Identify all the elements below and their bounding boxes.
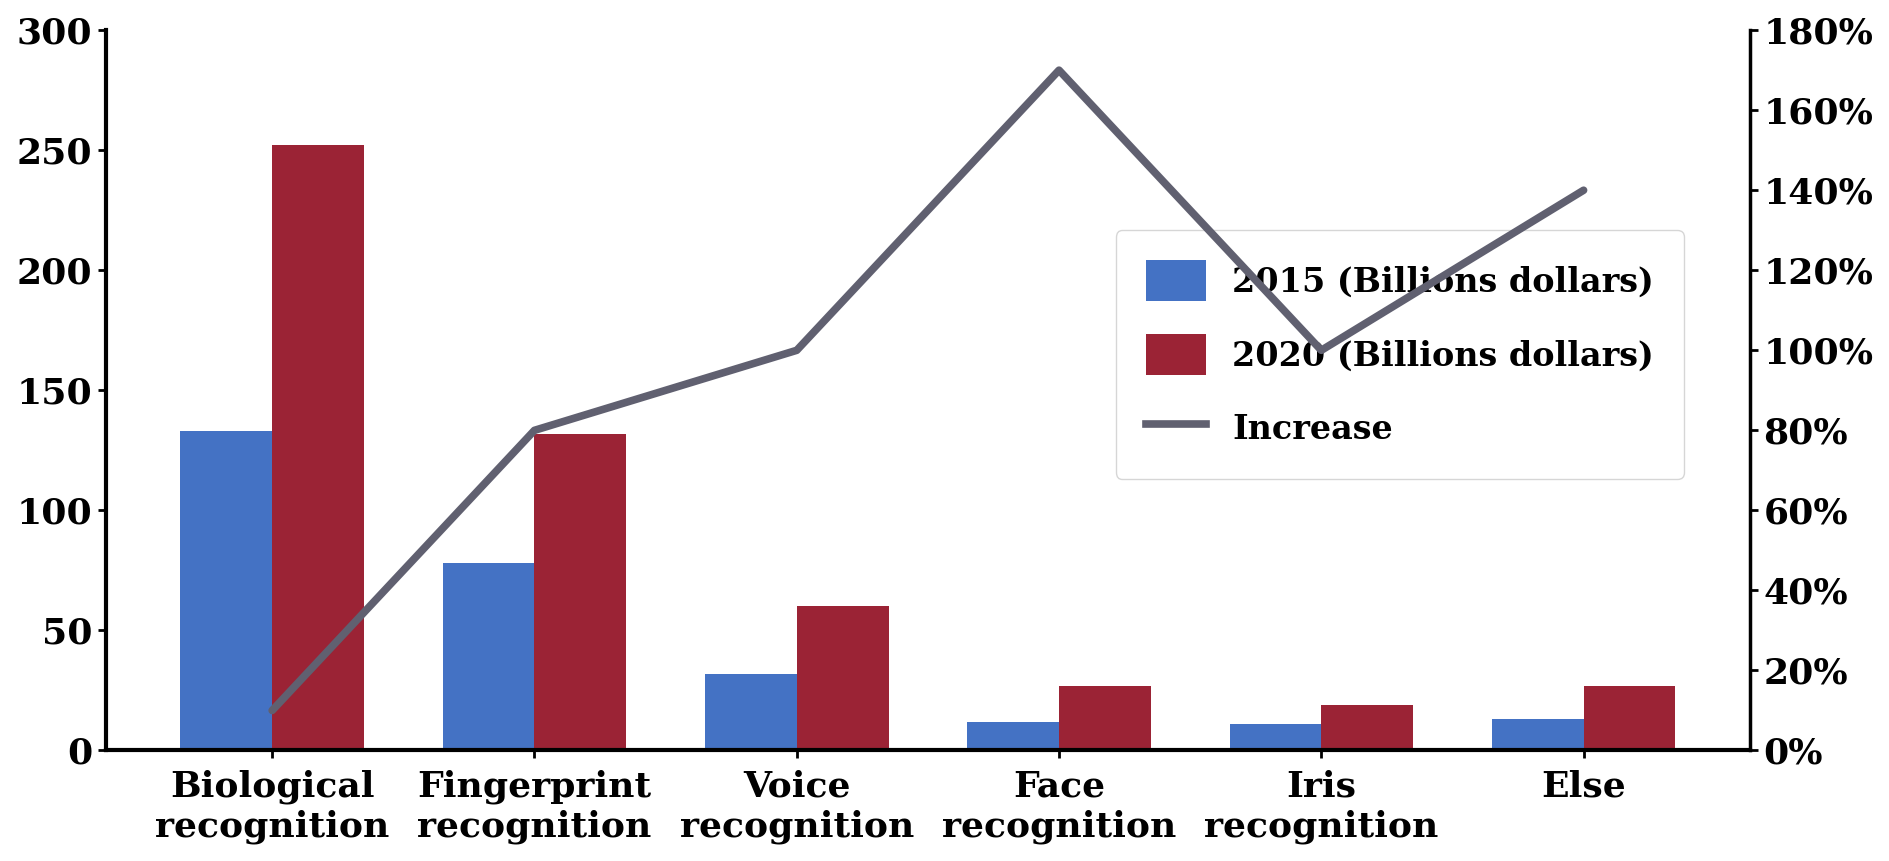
Bar	[272, 146, 365, 751]
Bar	[1490, 719, 1583, 751]
Bar	[1230, 724, 1320, 751]
Bar	[1058, 685, 1150, 751]
Bar	[179, 431, 272, 751]
Bar	[1583, 685, 1674, 751]
Bar	[705, 673, 797, 751]
Bar	[797, 606, 888, 751]
Bar	[535, 434, 625, 751]
Bar	[967, 722, 1058, 751]
Legend: 2015 (Billions dollars), 2020 (Billions dollars), Increase: 2015 (Billions dollars), 2020 (Billions …	[1115, 230, 1683, 479]
Bar	[1320, 705, 1413, 751]
Bar	[442, 563, 535, 751]
